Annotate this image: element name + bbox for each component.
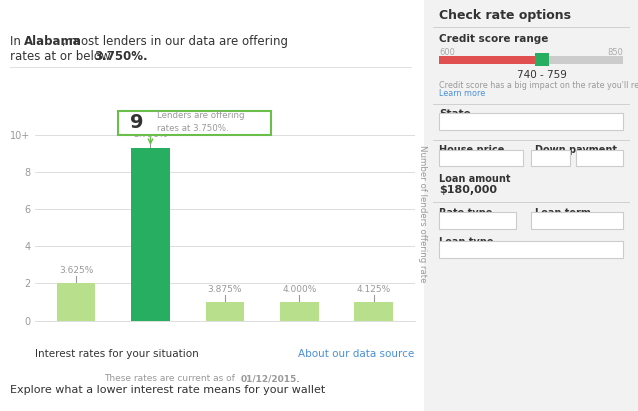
Text: Learn more: Learn more <box>439 89 486 98</box>
Text: 01/12/2015.: 01/12/2015. <box>241 374 300 383</box>
FancyBboxPatch shape <box>439 56 535 64</box>
Text: 740 - 759: 740 - 759 <box>517 70 567 80</box>
FancyBboxPatch shape <box>119 111 271 135</box>
FancyBboxPatch shape <box>576 150 623 166</box>
Text: $200,000: $200,000 <box>445 153 491 162</box>
Text: 10 %: 10 % <box>535 153 560 162</box>
Text: 30 Years: 30 Years <box>538 216 578 225</box>
Text: Lenders are offering
rates at 3.750%.: Lenders are offering rates at 3.750%. <box>157 111 244 133</box>
Text: Loan amount: Loan amount <box>439 174 511 184</box>
Text: State: State <box>439 109 471 119</box>
Bar <box>131 148 170 321</box>
Text: 4.000%: 4.000% <box>282 285 316 293</box>
Text: Explore what a lower interest rate means for your wallet: Explore what a lower interest rate means… <box>10 385 325 395</box>
Text: Rate type: Rate type <box>439 208 493 218</box>
FancyBboxPatch shape <box>439 150 523 166</box>
Text: House price: House price <box>439 145 505 155</box>
Text: Check rate options: Check rate options <box>439 9 571 22</box>
Text: rates at or below: rates at or below <box>10 50 114 63</box>
Bar <box>57 284 96 321</box>
Bar <box>280 302 319 321</box>
FancyBboxPatch shape <box>531 150 570 166</box>
Text: 3.875%: 3.875% <box>207 285 242 293</box>
FancyBboxPatch shape <box>439 113 623 130</box>
Text: About our data source: About our data source <box>299 349 415 359</box>
Text: Interest rates for your situation: Interest rates for your situation <box>35 349 199 359</box>
Text: 3.750%: 3.750% <box>133 130 168 139</box>
Text: $20,000: $20,000 <box>581 153 619 162</box>
Text: +: + <box>538 54 546 64</box>
FancyBboxPatch shape <box>439 56 623 64</box>
FancyBboxPatch shape <box>439 241 623 258</box>
FancyBboxPatch shape <box>531 212 623 229</box>
Text: $180,000: $180,000 <box>439 185 497 195</box>
FancyBboxPatch shape <box>439 212 516 229</box>
Text: 850: 850 <box>607 48 623 57</box>
Text: Credit score has a big impact on the rate you'll receive.: Credit score has a big impact on the rat… <box>439 81 638 90</box>
Text: , most lenders in our data are offering: , most lenders in our data are offering <box>62 35 288 48</box>
Text: Credit score range: Credit score range <box>439 34 549 44</box>
Text: Down payment: Down payment <box>535 145 618 155</box>
Text: v: v <box>614 245 619 254</box>
Text: These rates are current as of: These rates are current as of <box>104 374 237 383</box>
Bar <box>205 302 244 321</box>
Text: 3.625%: 3.625% <box>59 266 93 275</box>
Text: v: v <box>616 117 622 127</box>
Text: Loan type: Loan type <box>439 237 494 247</box>
Text: 4.125%: 4.125% <box>357 285 391 293</box>
Text: Fixed: Fixed <box>445 216 470 225</box>
FancyBboxPatch shape <box>535 53 549 66</box>
Text: Conventional: Conventional <box>445 245 508 254</box>
Text: Loan term: Loan term <box>535 208 591 218</box>
Text: In: In <box>10 35 24 48</box>
Bar <box>355 302 393 321</box>
Text: 3.750%.: 3.750%. <box>94 50 148 63</box>
Text: 9: 9 <box>130 113 144 132</box>
Text: v: v <box>614 216 619 226</box>
Text: Alabama: Alabama <box>24 35 82 48</box>
Text: Number of lenders offering rate: Number of lenders offering rate <box>418 145 427 282</box>
Text: Alabama: Alabama <box>448 117 491 127</box>
Text: 600: 600 <box>439 48 455 57</box>
Text: v: v <box>507 216 513 226</box>
